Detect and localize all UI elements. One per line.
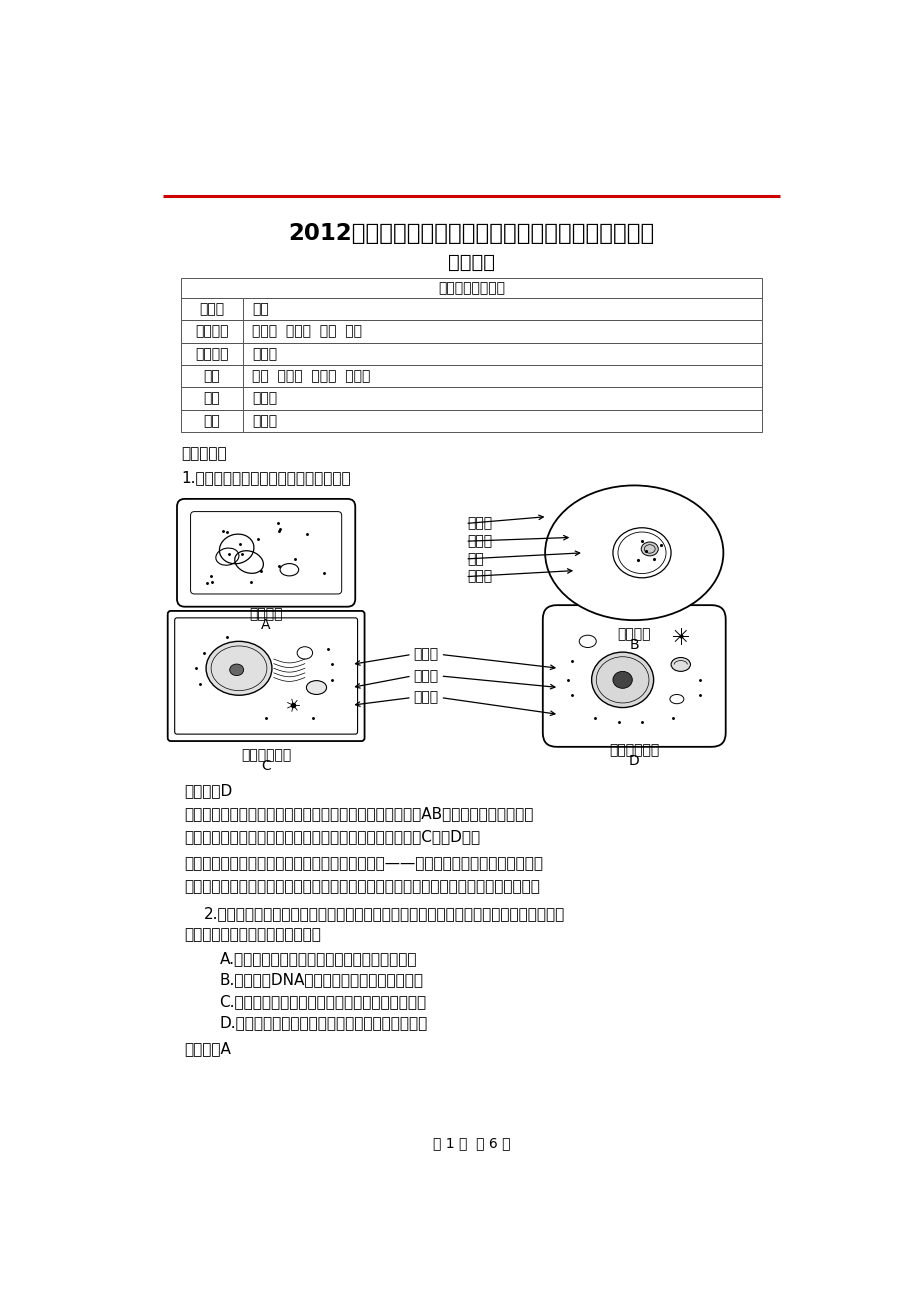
Text: 核糖体: 核糖体 (467, 534, 493, 548)
Text: 许建国  彭成圆  微微  洪葱: 许建国 彭成圆 微微 洪葱 (252, 324, 362, 339)
Text: A: A (261, 618, 270, 633)
Text: A.利用宿主菌的氨基酸合成子代噬菌体的蛋白质: A.利用宿主菌的氨基酸合成子代噬菌体的蛋白质 (220, 950, 416, 966)
Text: 小鼠肝脏细胞: 小鼠肝脏细胞 (608, 743, 659, 756)
Text: 本卷参与制作人员: 本卷参与制作人员 (437, 281, 505, 296)
Bar (181, 342, 761, 365)
Bar (181, 410, 761, 432)
Text: 精品解析: 精品解析 (448, 253, 494, 272)
Text: 邱桃红: 邱桃红 (252, 392, 277, 405)
Text: 线粒体: 线粒体 (413, 669, 438, 684)
Ellipse shape (670, 658, 689, 672)
Text: 2.针对耐药菌日益增多的情况，利用噬菌体作为一种新的抗菌治疗手段的研究备受关注，: 2.针对耐药菌日益增多的情况，利用噬菌体作为一种新的抗菌治疗手段的研究备受关注， (204, 906, 565, 921)
Text: D: D (629, 754, 639, 768)
Text: 中心体: 中心体 (413, 690, 438, 704)
Text: 许建国: 许建国 (252, 414, 277, 428)
Text: 础知识的理解性记忆，细节知识点的准确记忆。难度不大，但知识点很细，需准确记忆。: 础知识的理解性记忆，细节知识点的准确记忆。难度不大，但知识点很细，需准确记忆。 (185, 879, 540, 894)
Text: C.外壳抑制了宿主菌的蛋白质合成，使该细菌死亡: C.外壳抑制了宿主菌的蛋白质合成，使该细菌死亡 (220, 993, 426, 1009)
Text: 植物和动物细胞中，水稻是高等植物，不存在中心体，所以C错，D正确: 植物和动物细胞中，水稻是高等植物，不存在中心体，所以C错，D正确 (185, 829, 481, 844)
FancyBboxPatch shape (167, 611, 364, 741)
Text: 蓝藻细胞: 蓝藻细胞 (617, 628, 651, 641)
Text: 邱桃红: 邱桃红 (252, 346, 277, 361)
Ellipse shape (612, 672, 631, 689)
Text: 拟核: 拟核 (467, 552, 483, 566)
Text: 解析: 解析 (203, 368, 220, 383)
Text: 洪葱: 洪葱 (252, 302, 268, 316)
Ellipse shape (230, 664, 244, 676)
Text: 负责人: 负责人 (199, 302, 224, 316)
Bar (181, 320, 761, 342)
Text: 文本输入: 文本输入 (195, 324, 229, 339)
Ellipse shape (612, 527, 670, 578)
Text: 1.下列细胞亚显微结构示意图，正确的是: 1.下列细胞亚显微结构示意图，正确的是 (181, 470, 350, 486)
Text: 【试题点评】该题涉及的知识点是生命的结构基础——细胞的基本结构。考查学生对基: 【试题点评】该题涉及的知识点是生命的结构基础——细胞的基本结构。考查学生对基 (185, 855, 543, 871)
Bar (181, 365, 761, 387)
FancyBboxPatch shape (176, 499, 355, 607)
Text: B.以宿主菌DNA为模板合成子代噬菌体的核酸: B.以宿主菌DNA为模板合成子代噬菌体的核酸 (220, 973, 423, 987)
Text: 水稻叶肉细胞: 水稻叶肉细胞 (241, 747, 291, 762)
Ellipse shape (545, 486, 722, 620)
Text: 一．选择题: 一．选择题 (181, 447, 226, 461)
Text: 细菌细胞: 细菌细胞 (249, 608, 282, 621)
Text: D.能在宿主菌内以二分裂方式增殖，使该细菌裂解: D.能在宿主菌内以二分裂方式增殖，使该细菌裂解 (220, 1016, 427, 1030)
Ellipse shape (206, 642, 272, 695)
Ellipse shape (641, 542, 658, 556)
Text: 【解析】细菌和蓝藻属于原核生物，没有叶绿体和线粒体，AB错；中心体存在于低等: 【解析】细菌和蓝藻属于原核生物，没有叶绿体和线粒体，AB错；中心体存在于低等 (185, 806, 534, 822)
Bar (181, 277, 761, 298)
Bar (181, 387, 761, 410)
Text: 点评: 点评 (203, 392, 220, 405)
Text: 下列有关噬菌体的叙述，正确的是: 下列有关噬菌体的叙述，正确的是 (185, 927, 322, 943)
Text: 洪葱  许建国  彭成圆  付世景: 洪葱 许建国 彭成圆 付世景 (252, 368, 370, 383)
Text: 核糖体: 核糖体 (413, 647, 438, 661)
Text: 【答案】D: 【答案】D (185, 783, 233, 798)
Ellipse shape (591, 652, 652, 707)
Text: 【答案】A: 【答案】A (185, 1040, 232, 1056)
Text: 线粒体: 线粒体 (467, 570, 493, 583)
Text: B: B (629, 638, 639, 652)
Text: C: C (261, 759, 271, 772)
Ellipse shape (306, 681, 326, 694)
Bar (181, 298, 761, 320)
Text: 叶绿体: 叶绿体 (467, 517, 493, 530)
Text: 审核: 审核 (203, 414, 220, 428)
Text: 图片处理: 图片处理 (195, 346, 229, 361)
FancyBboxPatch shape (542, 605, 725, 747)
Text: 第 1 页  共 6 页: 第 1 页 共 6 页 (432, 1137, 510, 1151)
Text: 2012年普通高等学校招生全国统一考试（重庆卷）生物: 2012年普通高等学校招生全国统一考试（重庆卷）生物 (288, 221, 654, 245)
